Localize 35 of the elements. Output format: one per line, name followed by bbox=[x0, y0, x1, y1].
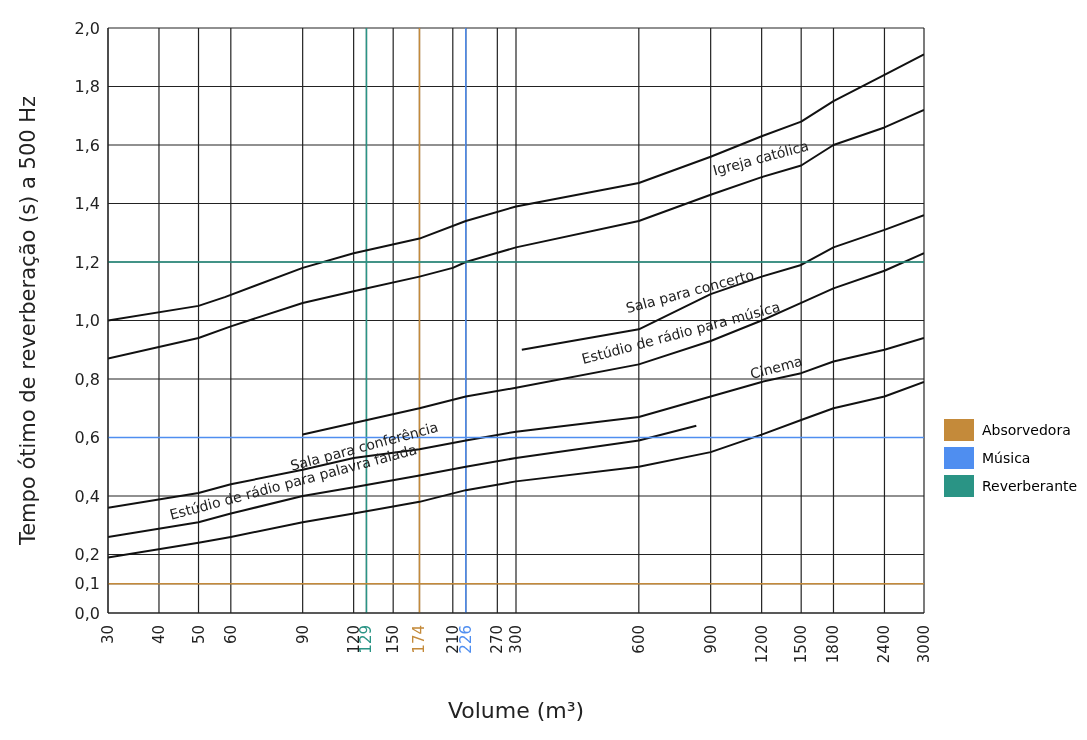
legend-label: Reverberante bbox=[982, 478, 1078, 494]
y-tick-label: 2,0 bbox=[74, 18, 100, 38]
y-axis-title: Tempo ótimo de reverberação (s) a 500 Hz bbox=[16, 95, 41, 547]
y-tick-label: 1,4 bbox=[74, 194, 100, 214]
x-tick-label: 1800 bbox=[824, 625, 843, 664]
x-tick-label: 90 bbox=[293, 625, 312, 645]
y-tick-label: 0,6 bbox=[74, 428, 100, 448]
x-tick-label: 30 bbox=[99, 625, 117, 645]
x-tick-label: 50 bbox=[189, 625, 208, 645]
annotation: Igreja católica bbox=[711, 137, 811, 179]
x-tick-label: 60 bbox=[221, 625, 240, 645]
x-tick-label: 40 bbox=[149, 625, 168, 645]
x-axis-title: Volume (m³) bbox=[447, 698, 585, 723]
y-tick-label: 0,2 bbox=[74, 545, 100, 565]
legend-label: Música bbox=[982, 450, 1031, 466]
x-tick-label: 3000 bbox=[915, 625, 933, 664]
y-tick-label: 0,1 bbox=[74, 574, 100, 594]
y-tick-label: 0,4 bbox=[74, 486, 100, 506]
x-tick-label: 150 bbox=[384, 625, 403, 654]
x-tick-label: 270 bbox=[488, 625, 507, 654]
y-tick-label: 1,8 bbox=[74, 77, 100, 97]
x-tick-label: 1500 bbox=[792, 625, 811, 664]
y-tick-label: 0,0 bbox=[74, 603, 100, 623]
y-tick-label: 1,2 bbox=[74, 252, 100, 272]
x-tick-label: 2400 bbox=[875, 625, 894, 664]
x-tick-label: 1200 bbox=[752, 625, 771, 664]
x-tick-label: 300 bbox=[507, 625, 525, 654]
x-tick-label: 174 bbox=[410, 625, 429, 654]
y-tick-label: 1,0 bbox=[74, 311, 100, 331]
annotation: Cinema bbox=[748, 352, 805, 382]
y-tick-label: 0,8 bbox=[74, 369, 100, 389]
legend-label: Absorvedora bbox=[982, 422, 1071, 438]
x-tick-label: 900 bbox=[701, 625, 720, 654]
y-tick-label: 1,6 bbox=[74, 135, 100, 155]
x-tick-label: 600 bbox=[629, 625, 648, 654]
